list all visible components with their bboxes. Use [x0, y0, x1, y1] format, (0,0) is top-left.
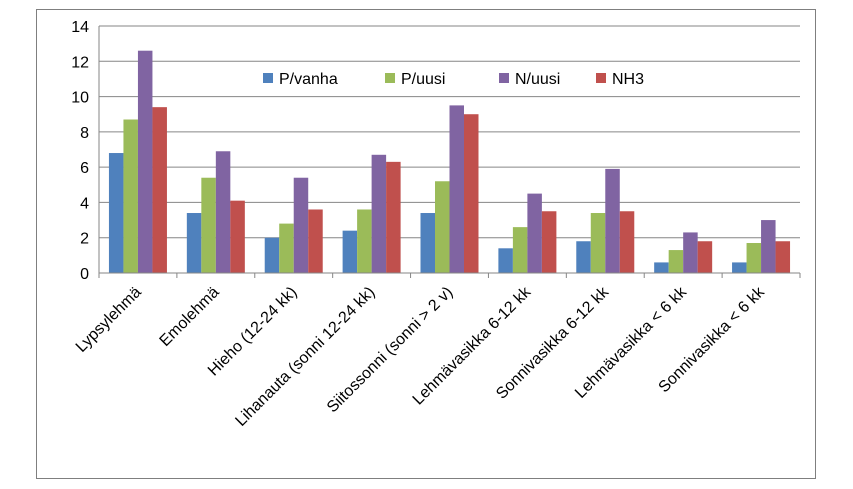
axes	[98, 26, 801, 278]
legend-label: N/uusi	[515, 71, 560, 88]
bar-n-uusi	[761, 220, 776, 273]
y-tick-label: 8	[80, 125, 89, 142]
legend-swatch	[263, 73, 273, 83]
bar-n-uusi	[215, 151, 231, 273]
bar-nh3	[308, 209, 323, 273]
x-tick-label: Emolehmä	[157, 284, 223, 350]
y-tick-label: 6	[80, 160, 89, 177]
bar-p-uusi	[123, 119, 138, 273]
bars	[108, 50, 791, 274]
bar-p-uusi	[512, 227, 528, 273]
y-tick-label: 10	[71, 90, 89, 107]
bar-n-uusi	[293, 177, 309, 273]
bar-nh3	[230, 200, 245, 273]
legend-label: NH3	[612, 71, 644, 88]
x-tick-label: Siitossonni (sonni > 2 v)	[324, 284, 456, 416]
bar-p-uusi	[668, 250, 684, 273]
bar-p-vanha	[576, 241, 591, 273]
bar-nh3	[619, 211, 635, 273]
legend-swatch	[596, 73, 606, 83]
bar-n-uusi	[449, 105, 464, 274]
bar-p-vanha	[732, 262, 747, 273]
bar-p-vanha	[264, 237, 280, 273]
bar-p-uusi	[435, 181, 450, 273]
bar-p-vanha	[108, 153, 124, 273]
bar-p-vanha	[342, 230, 358, 273]
legend-swatch	[499, 73, 509, 83]
bar-nh3	[464, 114, 479, 273]
bar-nh3	[386, 161, 401, 273]
bar-nh3	[541, 211, 557, 273]
y-tick-label: 2	[80, 231, 89, 248]
bar-p-vanha	[498, 248, 513, 273]
bar-p-uusi	[746, 243, 762, 273]
bar-p-vanha	[186, 213, 202, 273]
x-tick-label: Lypsylehmä	[73, 284, 145, 356]
bar-n-uusi	[137, 50, 153, 274]
legend-swatch	[385, 73, 395, 83]
bar-p-uusi	[279, 223, 294, 273]
legend-label: P/uusi	[401, 71, 445, 88]
bar-p-uusi	[201, 177, 216, 273]
bar-nh3	[697, 241, 713, 273]
y-tick-label: 4	[80, 195, 89, 212]
bar-n-uusi	[527, 193, 542, 273]
bar-p-uusi	[357, 209, 372, 273]
bar-n-uusi	[371, 154, 387, 273]
bar-p-uusi	[590, 213, 606, 273]
y-tick-labels: 0 2 4 6 8 10 12 14	[71, 19, 89, 283]
y-tick-label: 0	[80, 266, 89, 283]
x-tick-label: Lihanauta (sonni 12-24 kk)	[232, 284, 378, 430]
bar-n-uusi	[605, 168, 620, 273]
y-tick-label: 14	[71, 19, 89, 36]
bar-p-vanha	[420, 213, 435, 273]
bar-n-uusi	[683, 232, 698, 273]
bar-p-vanha	[654, 262, 669, 273]
y-tick-label: 12	[71, 54, 89, 71]
legend-label: P/vanha	[279, 71, 338, 88]
legend: P/vanha P/uusi N/uusi NH3	[263, 71, 644, 88]
bar-nh3	[152, 107, 167, 274]
bar-nh3	[775, 241, 791, 273]
